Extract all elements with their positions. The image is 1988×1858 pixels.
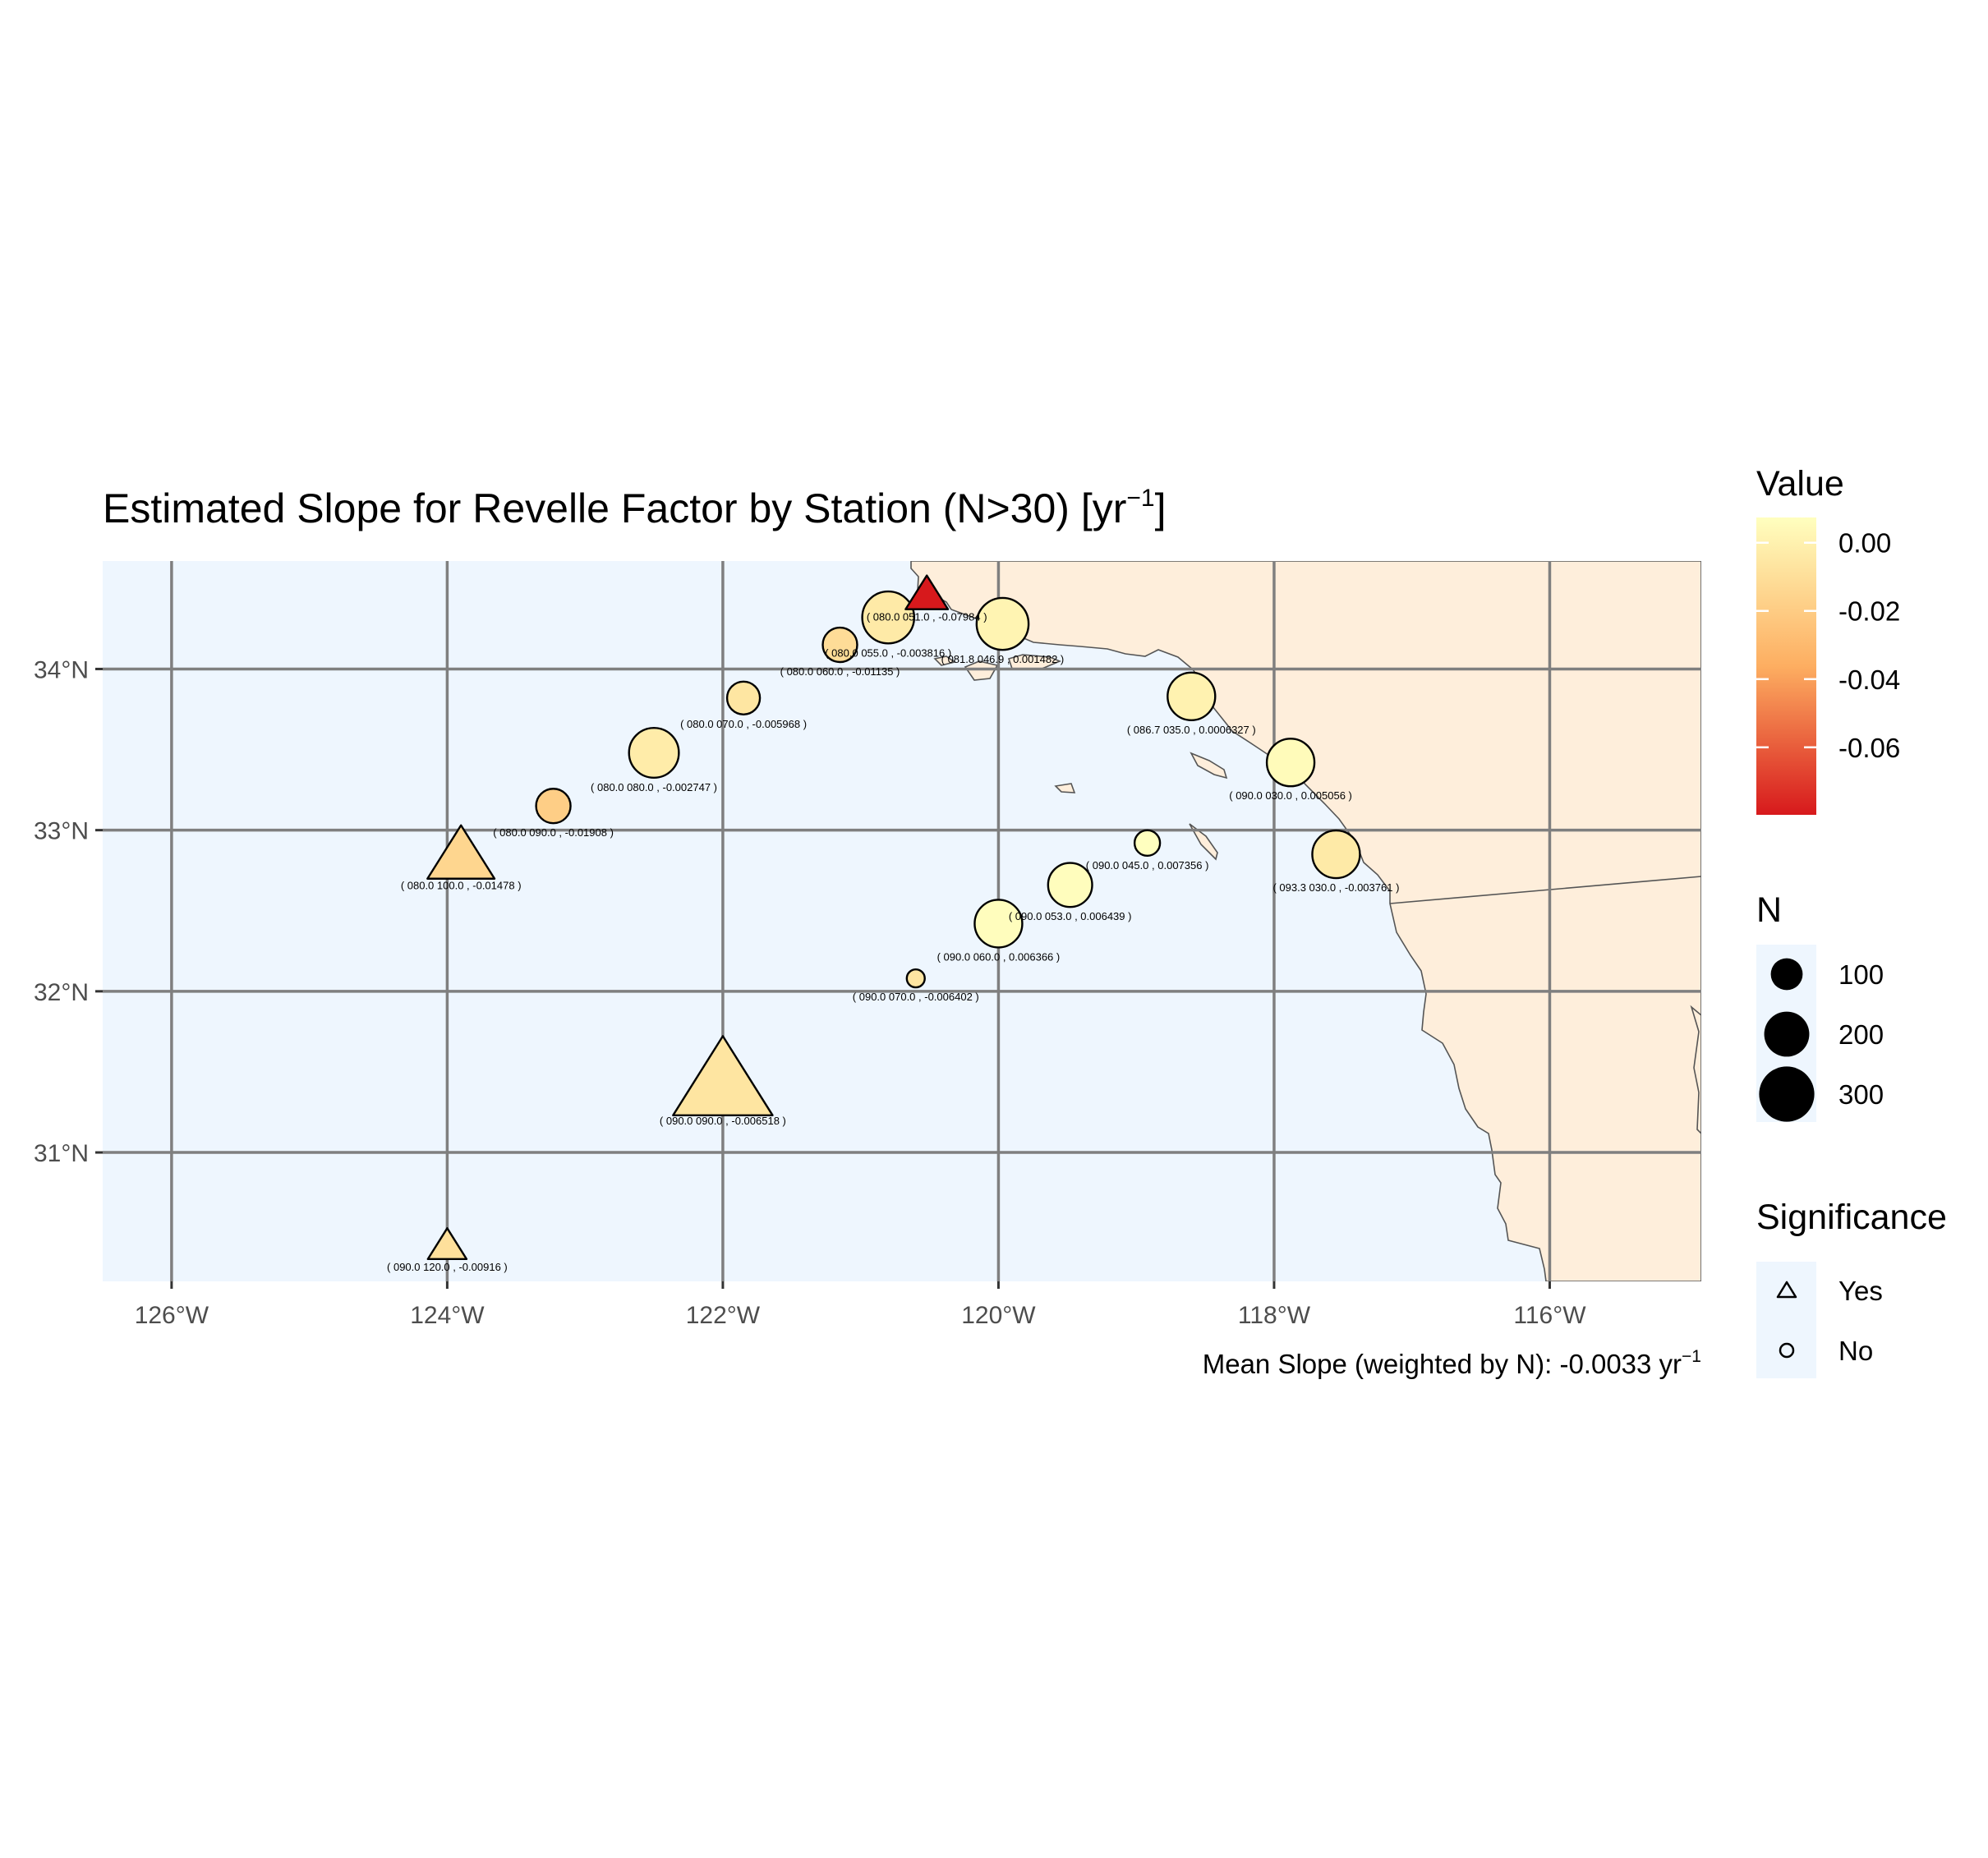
land-baja-east [1690,1005,1701,1135]
x-tick-label: 124°W [410,1302,485,1329]
station-label: ( 080.0 100.0 , -0.01478 ) [401,880,522,892]
legend-n-items: 100 200 300 [1759,958,1884,1122]
station-label: ( 090.0 070.0 , -0.006402 ) [853,991,979,1003]
y-tick-label: 33°N [34,818,89,845]
legend-significance-label: Yes [1838,1276,1883,1306]
x-axis: 126°W 124°W 122°W 120°W 118°W 116°W [135,1281,1586,1329]
weighted-mean-caption: Mean Slope (weighted by N): -0.0033 yr−1 [1203,1347,1701,1379]
station-marker-circle [975,596,1030,651]
colorbar-ticks: 0.00 -0.02 -0.04 -0.06 [1756,528,1900,763]
station-label: ( 080.0 070.0 , -0.005968 ) [680,718,807,730]
station-marker-circle [535,788,572,825]
station-label: ( 090.0 060.0 , 0.006366 ) [937,950,1061,963]
station-label: ( 080.0 080.0 , -0.002747 ) [591,781,717,793]
station-marker-circle [973,899,1024,949]
island-san-clemente [1189,823,1218,861]
x-tick-label: 120°W [961,1302,1036,1329]
legend-significance: Significance Yes No [1756,1198,1947,1378]
colorbar-tick-label: -0.06 [1838,733,1900,763]
chart-title: Estimated Slope for Revelle Factor by St… [103,485,1167,531]
island-san-nicolas [1054,783,1076,793]
station-label: ( 080.0 090.0 , -0.01908 ) [493,826,614,839]
stations-layer: ( 080.0 051.0 , -0.07984 ) ( 080.0 055.0 … [387,574,1399,1273]
station-marker-triangle [672,1035,774,1117]
legend-n-label: 100 [1838,959,1884,990]
station-label: ( 086.7 035.0 , 0.0006327 ) [1127,724,1256,736]
station-marker-circle [628,726,680,780]
legend-n-circle [1759,1066,1815,1122]
colorbar-tick-label: -0.04 [1838,665,1900,695]
x-tick-label: 126°W [135,1302,209,1329]
station-label: ( 081.8 046.9 , 0.001482 ) [941,653,1065,665]
y-tick-label: 31°N [34,1140,89,1167]
y-axis: 31°N 32°N 33°N 34°N [34,656,103,1167]
colorbar-tick-label: 0.00 [1838,528,1891,559]
legend-n-title: N [1756,890,1782,930]
station-marker-circle [1047,862,1093,908]
station-marker-triangle [426,1227,468,1261]
us-mexico-border [1389,876,1701,904]
legend-significance-items: Yes No [1776,1276,1883,1366]
map-panel [103,561,1701,1281]
station-marker-circle [1265,738,1316,788]
island-santa-rosa [964,660,999,681]
legend-n-label: 300 [1838,1079,1884,1110]
x-tick-label: 118°W [1238,1302,1311,1329]
x-tick-label: 122°W [686,1302,761,1329]
legend-significance-title: Significance [1756,1198,1947,1237]
graticule-grid [103,561,1701,1281]
station-label: ( 080.0 060.0 , -0.01135 ) [780,665,900,678]
station-marker-triangle [426,824,496,880]
station-label: ( 090.0 090.0 , -0.006518 ) [660,1115,786,1127]
island-catalina [1190,752,1228,780]
legend-significance-label: No [1838,1336,1873,1366]
station-marker-circle [1133,829,1162,858]
station-label: ( 090.0 030.0 , 0.005056 ) [1229,789,1352,802]
station-label: ( 090.0 120.0 , -0.00916 ) [387,1261,508,1273]
legend-value: Value 0.00 -0.02 -0.04 -0.06 [1756,464,1900,815]
legend-significance-key-bg [1756,1262,1816,1378]
station-label: ( 090.0 045.0 , 0.007356 ) [1086,859,1209,872]
station-label: ( 080.0 055.0 , -0.003816 ) [825,646,951,659]
legend-value-title: Value [1756,464,1844,504]
station-marker-circle [1311,829,1361,880]
colorbar-tick-label: -0.02 [1838,596,1900,627]
legend-circle-icon [1779,1342,1795,1359]
value-colorbar [1756,517,1816,815]
station-marker-circle [905,968,926,989]
legend-n: N 100 200 300 [1756,890,1884,1122]
station-label: ( 090.0 053.0 , 0.006439 ) [1009,910,1132,922]
station-marker-circle [725,680,762,715]
island-san-miguel [933,655,956,666]
station-marker-circle [821,626,858,664]
legend-n-circle [1770,958,1803,991]
x-tick-label: 116°W [1513,1302,1586,1329]
legend-n-label: 200 [1838,1019,1884,1050]
y-tick-label: 32°N [34,979,89,1006]
station-marker-triangle [904,574,950,610]
station-marker-circle [861,590,916,645]
station-label: ( 080.0 051.0 , -0.07984 ) [867,611,987,623]
y-tick-label: 34°N [34,656,89,683]
station-label: ( 093.3 030.0 , -0.003761 ) [1272,881,1399,894]
legend-triangle-icon [1776,1281,1797,1299]
station-marker-circle [1167,671,1217,721]
legend-n-circle [1764,1011,1810,1057]
